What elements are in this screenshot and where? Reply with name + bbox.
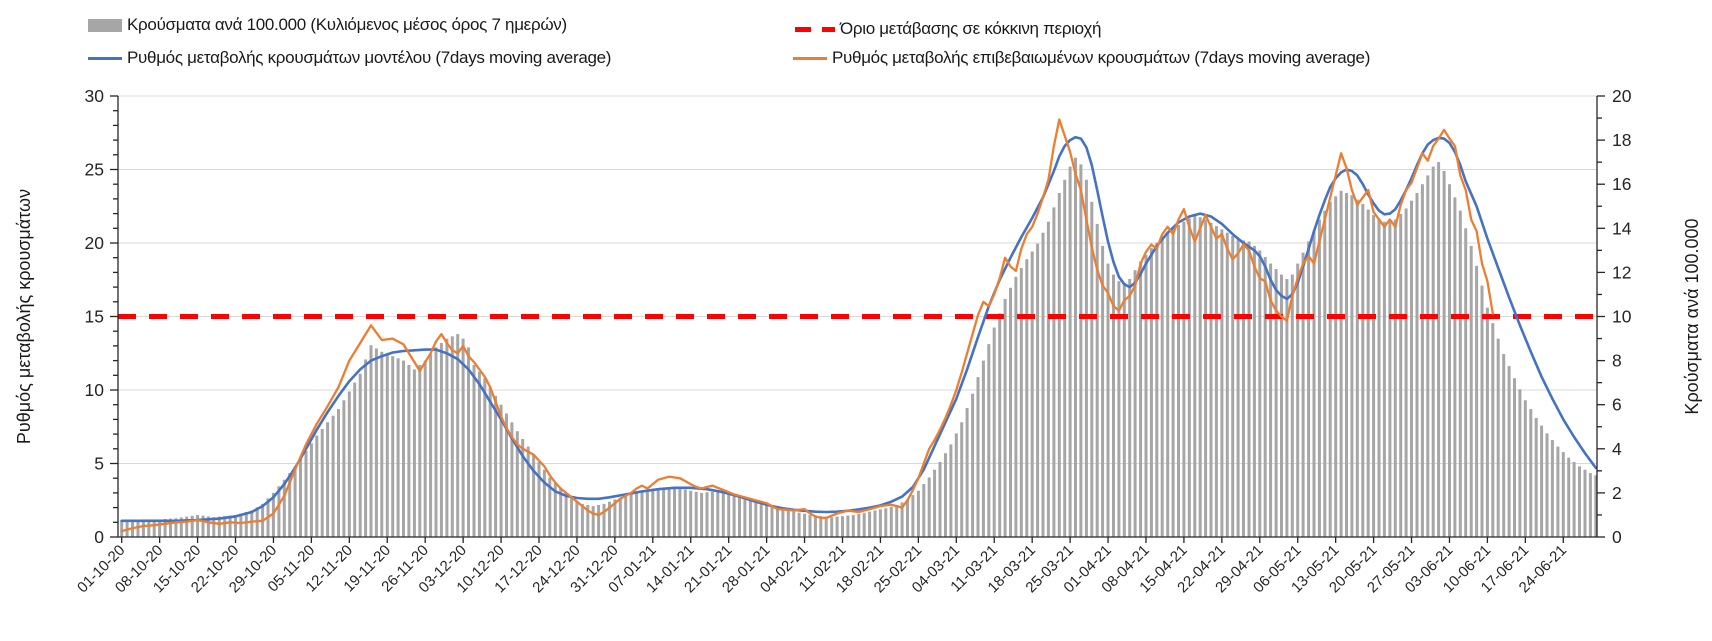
- svg-text:15: 15: [85, 307, 104, 327]
- legend-label: Ρυθμός μεταβολής κρουσμάτων μοντέλου (7d…: [127, 48, 612, 67]
- svg-text:20: 20: [1612, 86, 1632, 106]
- svg-text:8: 8: [1612, 351, 1622, 371]
- legend-label: Κρούσματα ανά 100.000 (Κυλιόμενος μέσος …: [127, 15, 567, 34]
- legend-item-confirmed-rate: Ρυθμός μεταβολής επιβεβαιωμένων κρουσμάτ…: [793, 48, 1370, 68]
- orange-line-swatch-icon: [793, 56, 827, 60]
- right-axis-title: Κρούσματα ανά 100.000: [1682, 218, 1702, 414]
- legend-label: Όριο μετάβασης σε κόκκινη περιοχή: [840, 19, 1102, 38]
- svg-text:4: 4: [1612, 439, 1622, 459]
- svg-text:20: 20: [85, 233, 105, 253]
- svg-text:12: 12: [1612, 262, 1631, 282]
- red-dashed-line-swatch-icon: [795, 26, 835, 32]
- legend-item-model-rate: Ρυθμός μεταβολής κρουσμάτων μοντέλου (7d…: [88, 48, 611, 68]
- blue-line-swatch-icon: [88, 56, 122, 60]
- svg-text:16: 16: [1612, 174, 1631, 194]
- svg-text:0: 0: [94, 527, 104, 547]
- svg-text:5: 5: [94, 454, 104, 474]
- legend-item-threshold: Όριο μετάβασης σε κόκκινη περιοχή: [795, 19, 1101, 39]
- svg-text:18: 18: [1612, 130, 1631, 150]
- gray-bar-swatch-icon: [88, 18, 122, 32]
- confirmed-rate-line: [120, 118, 1494, 533]
- legend-item-cases-bars: Κρούσματα ανά 100.000 (Κυλιόμενος μέσος …: [88, 15, 567, 35]
- svg-text:0: 0: [1612, 527, 1622, 547]
- svg-text:10: 10: [85, 380, 105, 400]
- left-axis-title: Ρυθμός μεταβολής κρουσμάτων: [14, 189, 34, 444]
- svg-text:14: 14: [1612, 218, 1632, 238]
- legend-label: Ρυθμός μεταβολής επιβεβαιωμένων κρουσμάτ…: [832, 48, 1371, 67]
- axes: [110, 95, 1605, 543]
- x-axis-tick-labels: 01-10-2008-10-2015-10-2022-10-2029-10-20…: [74, 542, 1570, 596]
- daily-case-bars: [120, 157, 1598, 538]
- svg-text:6: 6: [1612, 395, 1622, 415]
- svg-text:25: 25: [85, 160, 104, 180]
- right-axis-tick-labels: 0 2 4 6 8 10 12 14 16 18 20: [1612, 86, 1632, 547]
- model-rate-line: [120, 135, 1598, 523]
- svg-text:2: 2: [1612, 483, 1622, 503]
- left-axis-tick-labels: 0 5 10 15 20 25 30: [85, 86, 105, 547]
- svg-text:10: 10: [1612, 307, 1632, 327]
- gridlines: [118, 95, 1597, 464]
- svg-text:30: 30: [85, 86, 105, 106]
